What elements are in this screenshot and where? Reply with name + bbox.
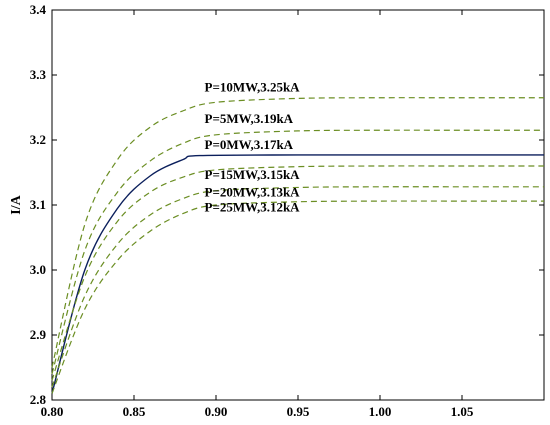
x-axis: 0.80 0.85 0.90 0.95 1.00 1.05 bbox=[41, 10, 474, 419]
series-line-3 bbox=[51, 165, 544, 381]
y-axis-title: I/A bbox=[9, 194, 24, 214]
x-tick-label: 1.05 bbox=[451, 404, 474, 419]
annotations-group: P=10MW,3.25kA P=5MW,3.19kA P=0MW,3.17kA P=1… bbox=[205, 79, 301, 214]
x-tick-label: 0.85 bbox=[123, 404, 146, 419]
curve-annotation: P=0MW,3.17kA bbox=[205, 137, 294, 152]
x-tick-label: 1.00 bbox=[369, 404, 392, 419]
curve-annotation: P=25MW,3.12kA bbox=[205, 200, 301, 215]
series-line-0 bbox=[51, 97, 544, 368]
x-tick-label: 0.80 bbox=[41, 404, 64, 419]
y-tick-label: 3.0 bbox=[30, 262, 46, 277]
y-tick-label: 3.3 bbox=[30, 67, 47, 82]
series-line-5 bbox=[51, 200, 544, 394]
curve-annotation: P=15MW,3.15kA bbox=[205, 167, 301, 182]
curve-annotation: P=20MW,3.13kA bbox=[205, 185, 301, 200]
series-line-4 bbox=[51, 186, 544, 388]
y-tick-label: 2.8 bbox=[30, 392, 47, 407]
y-axis: 2.8 2.9 3.0 3.1 3.2 3.3 3.4 bbox=[30, 2, 544, 407]
curve-annotation: P=5MW,3.19kA bbox=[205, 111, 294, 126]
x-tick-label: 0.90 bbox=[205, 404, 228, 419]
y-tick-label: 3.2 bbox=[30, 132, 46, 147]
series-group bbox=[51, 97, 544, 394]
y-tick-label: 3.1 bbox=[30, 197, 46, 212]
y-tick-label: 3.4 bbox=[30, 2, 47, 17]
series-line-2 bbox=[51, 154, 544, 394]
y-tick-label: 2.9 bbox=[30, 327, 47, 342]
series-line-1 bbox=[51, 129, 544, 375]
x-tick-label: 0.95 bbox=[287, 404, 310, 419]
curve-annotation: P=10MW,3.25kA bbox=[205, 79, 301, 94]
